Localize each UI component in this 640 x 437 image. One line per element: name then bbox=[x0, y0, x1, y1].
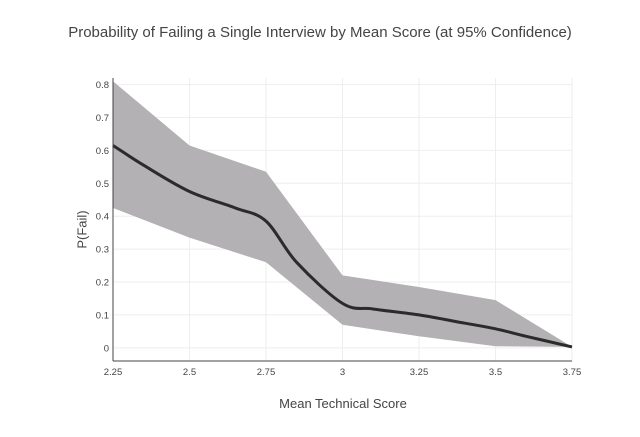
chart-title: Probability of Failing a Single Intervie… bbox=[68, 24, 572, 41]
x-tick-label: 3.25 bbox=[410, 367, 429, 378]
x-tick-label: 3.5 bbox=[489, 367, 502, 378]
y-tick-label: 0.3 bbox=[96, 245, 109, 256]
x-tick-label: 2.75 bbox=[257, 367, 276, 378]
x-tick-labels: 2.25 2.5 2.75 3 3.25 3.5 3.75 bbox=[104, 367, 582, 378]
confidence-band bbox=[113, 81, 572, 347]
x-axis-label: Mean Technical Score bbox=[279, 396, 407, 411]
y-tick-label: 0.8 bbox=[96, 80, 109, 91]
y-tick-label: 0.6 bbox=[96, 146, 109, 157]
y-tick-label: 0.7 bbox=[96, 113, 109, 124]
x-tick-label: 2.5 bbox=[183, 367, 196, 378]
y-tick-label: 0.2 bbox=[96, 278, 109, 289]
y-tick-label: 0.1 bbox=[96, 310, 109, 321]
y-tick-labels: 0 0.1 0.2 0.3 0.4 0.5 0.6 0.7 0.8 bbox=[96, 80, 109, 354]
x-tick-label: 3 bbox=[340, 367, 345, 378]
y-tick-label: 0.5 bbox=[96, 179, 109, 190]
y-tick-label: 0.4 bbox=[96, 212, 109, 223]
y-tick-label: 0 bbox=[104, 343, 109, 354]
x-tick-label: 2.25 bbox=[104, 367, 123, 378]
y-axis-label: P(Fail) bbox=[74, 210, 90, 249]
mean-probability-line bbox=[112, 144, 573, 349]
x-tick-label: 3.75 bbox=[563, 367, 582, 378]
